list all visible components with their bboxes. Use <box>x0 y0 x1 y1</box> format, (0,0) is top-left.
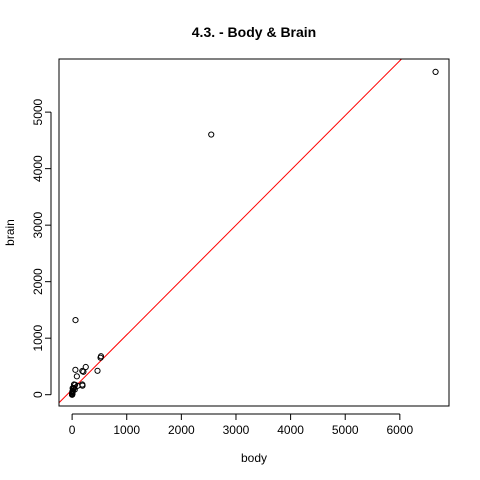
y-tick-label: 5000 <box>31 98 45 125</box>
data-point <box>71 386 78 393</box>
x-tick-label: 0 <box>69 423 76 437</box>
x-axis-label: body <box>241 451 267 465</box>
data-point <box>97 353 105 360</box>
plot-frame <box>58 58 450 407</box>
x-tick-label: 1000 <box>113 423 140 437</box>
data-point <box>432 68 439 75</box>
x-tick-label: 4000 <box>277 423 304 437</box>
data-point <box>208 131 215 138</box>
x-tick-label: 6000 <box>386 423 413 437</box>
y-axis-label: brain <box>3 219 17 246</box>
data-point <box>72 316 79 324</box>
data-point <box>69 391 76 398</box>
data-point <box>82 363 89 371</box>
y-axis: 0 1000 2000 3000 4000 5000 <box>31 98 52 398</box>
plot-area <box>58 58 450 407</box>
x-tick-label: 5000 <box>332 423 359 437</box>
data-point <box>73 373 80 380</box>
x-axis: 0 1000 2000 3000 4000 5000 6000 <box>69 413 414 437</box>
chart-title: 4.3. - Body & Brain <box>192 24 316 40</box>
y-tick-label: 2000 <box>31 268 45 295</box>
x-tick-label: 3000 <box>223 423 250 437</box>
data-point <box>79 367 86 375</box>
y-tick-label: 1000 <box>31 325 45 352</box>
y-tick-label: 0 <box>31 391 45 398</box>
data-point <box>94 367 101 374</box>
data-point <box>80 368 87 375</box>
data-points <box>69 68 439 398</box>
y-tick-label: 4000 <box>31 155 45 182</box>
fit-line-layer <box>59 59 403 404</box>
x-tick-label: 2000 <box>168 423 195 437</box>
data-point <box>72 366 79 373</box>
y-tick-label: 3000 <box>31 211 45 238</box>
fit-line <box>59 59 403 404</box>
